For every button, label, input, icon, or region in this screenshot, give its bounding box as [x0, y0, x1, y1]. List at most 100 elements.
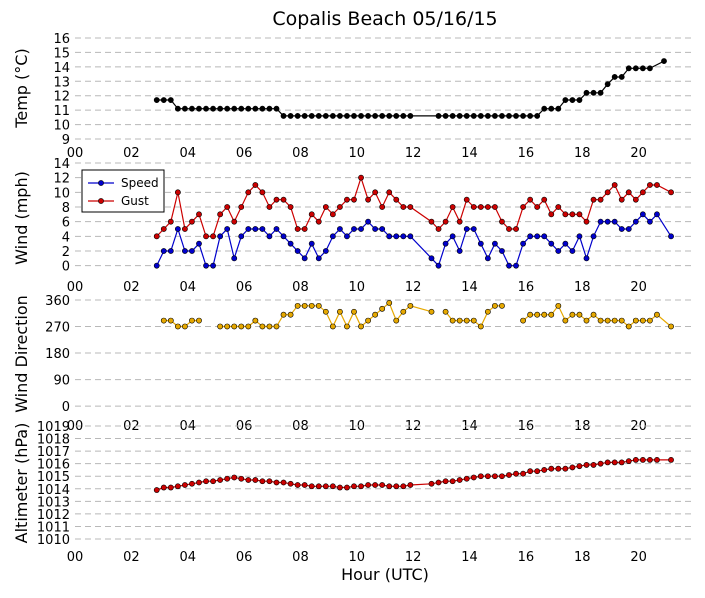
- altimeter-altimeter-point: [654, 456, 660, 463]
- direction-direction-point: [668, 323, 674, 330]
- direction-direction-point: [280, 311, 287, 318]
- altimeter-altimeter-point: [400, 483, 407, 490]
- direction-direction-point: [182, 323, 188, 330]
- direction-direction-point: [266, 323, 273, 330]
- wind-speed-point: [153, 262, 160, 269]
- direction-direction-point: [555, 302, 562, 309]
- temp-temperature-point: [442, 113, 449, 119]
- temp-temperature-point: [280, 113, 287, 119]
- altimeter-altimeter-point: [583, 462, 590, 468]
- wind-y-tick-label: 0: [62, 260, 70, 275]
- altimeter-altimeter-point: [555, 465, 562, 472]
- wind-speed-point: [597, 218, 604, 225]
- wind-gust-point: [569, 211, 576, 218]
- temp-temperature-point: [470, 113, 477, 119]
- wind-speed-point: [463, 226, 470, 232]
- temp-y-tick-label: 16: [53, 32, 70, 47]
- wind-gust-point: [555, 204, 562, 210]
- temp-temperature-point: [534, 113, 541, 119]
- altimeter-altimeter-point: [351, 483, 357, 490]
- wind-speed-point: [611, 218, 618, 225]
- altimeter-altimeter-point: [477, 473, 484, 480]
- altimeter-x-tick-label: 08: [292, 550, 309, 565]
- temp-x-tick-label: 14: [461, 146, 478, 161]
- wind-gust-point: [189, 218, 195, 225]
- altimeter-y-tick-label: 1017: [37, 445, 70, 460]
- temp-temperature-point: [196, 105, 202, 112]
- wind-speed-point: [182, 248, 188, 254]
- direction-direction-point: [252, 317, 259, 324]
- direction-direction-point: [273, 323, 280, 330]
- wind-speed-point: [513, 262, 519, 269]
- altimeter-x-tick-label: 14: [461, 550, 478, 565]
- temp-y-tick-label: 11: [53, 104, 70, 119]
- altimeter-altimeter-point: [344, 484, 350, 491]
- temp-temperature-point: [351, 113, 357, 119]
- wind-speed-point: [280, 233, 287, 240]
- wind-x-tick-label: 20: [630, 280, 647, 295]
- temp-temperature-point: [160, 97, 167, 103]
- wind-gust-point: [442, 218, 449, 225]
- direction-y-axis-label: Wind Direction: [12, 295, 31, 413]
- direction-direction-point: [541, 311, 548, 318]
- temp-temperature-point: [520, 113, 526, 119]
- wind-speed-point: [484, 255, 491, 262]
- wind-speed-point: [541, 233, 548, 240]
- wind-gust-point: [308, 211, 315, 218]
- altimeter-altimeter-point: [484, 473, 491, 480]
- wind-speed-point: [400, 233, 407, 240]
- wind-gust-point: [322, 204, 329, 210]
- altimeter-altimeter-point: [449, 478, 456, 485]
- wind-speed-point: [337, 226, 343, 232]
- altimeter-altimeter-point: [590, 462, 597, 468]
- altimeter-altimeter-point: [358, 483, 364, 490]
- direction-direction-point: [379, 305, 386, 312]
- wind-speed-point: [506, 262, 512, 269]
- wind-gust-point: [449, 204, 456, 210]
- wind-speed-point: [442, 240, 449, 247]
- direction-direction-point: [337, 308, 343, 315]
- wind-speed-point: [301, 255, 308, 262]
- altimeter-altimeter-point: [203, 478, 209, 485]
- temp-x-tick-label: 02: [123, 146, 140, 161]
- altimeter-altimeter-point: [513, 470, 519, 477]
- temp-x-tick-label: 08: [292, 146, 309, 161]
- wind-gust-point: [632, 196, 639, 203]
- direction-direction-point: [569, 311, 576, 318]
- wind-speed-point: [456, 248, 463, 254]
- chart-title: Copalis Beach 05/16/15: [272, 8, 497, 30]
- wind-gust-point: [252, 182, 259, 188]
- direction-direction-point: [294, 302, 301, 309]
- altimeter-altimeter-point: [294, 482, 301, 488]
- direction-y-tick-label: 0: [62, 400, 70, 415]
- altimeter-x-tick-label: 02: [123, 550, 140, 565]
- legend-speed-label: Speed: [121, 176, 159, 190]
- wind-speed-point: [372, 226, 379, 232]
- direction-y-tick-label: 180: [45, 347, 70, 362]
- wind-speed-point: [259, 226, 266, 232]
- temp-y-axis-label: Temp (°C): [12, 48, 31, 128]
- legend-box: [81, 169, 165, 213]
- wind-speed-point: [477, 240, 484, 247]
- temp-temperature-point: [273, 105, 280, 112]
- wind-gust-point: [329, 211, 336, 218]
- direction-direction-point: [597, 317, 604, 324]
- temp-temperature-point: [365, 113, 371, 119]
- temp-temperature-point: [435, 113, 442, 119]
- direction-direction-point: [604, 317, 611, 324]
- temp-temperature-point: [456, 113, 463, 119]
- wind-speed-point: [534, 233, 541, 240]
- direction-direction-point: [329, 323, 336, 330]
- temp-temperature-point: [407, 113, 414, 119]
- altimeter-altimeter-point: [273, 479, 280, 486]
- altimeter-x-tick-label: 18: [574, 550, 591, 565]
- wind-gust-point: [463, 196, 470, 203]
- wind-gust-point: [597, 196, 604, 203]
- wind-speed-point: [449, 233, 456, 240]
- wind-speed-point: [266, 233, 273, 240]
- wind-gust-point: [639, 189, 646, 196]
- wind-speed-point: [203, 262, 209, 269]
- altimeter-altimeter-point: [639, 456, 646, 463]
- temp-temperature-point: [463, 113, 470, 119]
- wind-speed-point: [407, 233, 414, 240]
